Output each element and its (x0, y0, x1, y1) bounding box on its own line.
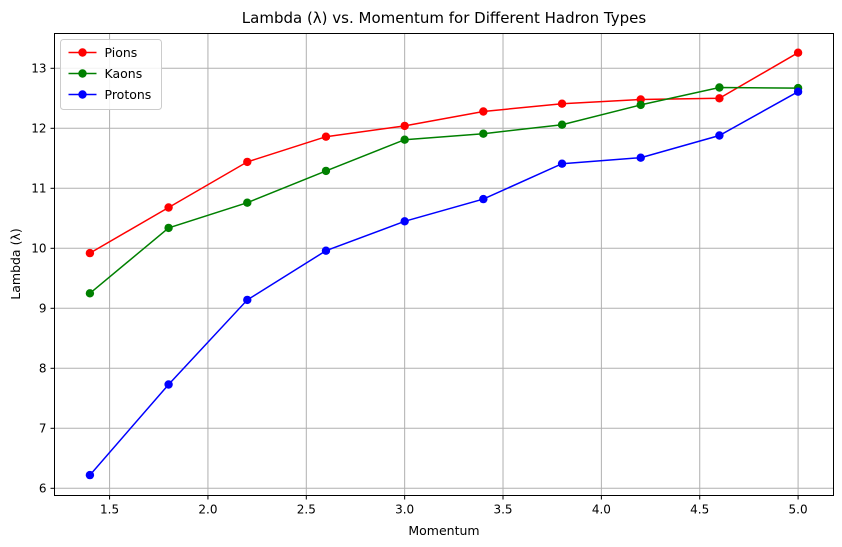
legend-marker-protons (78, 90, 87, 99)
data-point-protons (636, 153, 645, 162)
series-line-pions (89, 52, 799, 254)
grid (54, 33, 834, 496)
x-tick-label: 3.5 (493, 503, 512, 517)
legend-marker-kaons (78, 69, 87, 78)
series-layer (85, 48, 803, 480)
y-tick-label: 13 (31, 61, 46, 75)
data-point-protons (321, 246, 331, 255)
series-kaons (85, 83, 803, 298)
data-point-kaons (243, 198, 252, 207)
x-axis-label: Momentum (408, 523, 479, 538)
y-tick-label: 11 (31, 181, 46, 195)
legend-label-pions: Pions (105, 45, 138, 60)
data-point-kaons (636, 100, 645, 110)
legend: Pions Kaons Protons (60, 39, 162, 110)
legend-label-protons: Protons (105, 87, 152, 102)
series-line-protons (89, 91, 799, 476)
plot-frame (54, 33, 834, 496)
data-point-pions (321, 132, 331, 141)
y-tick-label: 9 (39, 301, 47, 315)
data-point-protons (715, 131, 724, 140)
data-point-pions (479, 107, 488, 116)
legend-entry-pions: Pions (68, 45, 138, 60)
x-tick-label: 1.5 (100, 503, 119, 517)
y-tick-label: 6 (39, 481, 47, 495)
legend-entry-kaons: Kaons (68, 66, 143, 81)
data-point-pions (557, 99, 567, 108)
y-tick-label: 10 (31, 241, 46, 255)
data-point-protons (85, 470, 95, 480)
y-axis-label: Lambda (λ) (8, 228, 23, 299)
data-point-kaons (321, 166, 331, 176)
data-point-pions (243, 157, 252, 167)
legend-marker-pions (78, 48, 87, 57)
data-point-kaons (479, 129, 488, 138)
x-tick-label: 2.0 (198, 503, 217, 517)
x-tick-label: 5.0 (789, 503, 808, 517)
data-point-protons (164, 380, 173, 389)
data-point-pions (715, 94, 724, 103)
axis-ticks: 1.5 2.0 2.5 3.0 3.5 4.0 4.5 5.0 6 7 8 9 10 11 12 13 (31, 61, 807, 516)
legend-label-kaons: Kaons (105, 66, 143, 81)
data-point-pions (793, 48, 803, 57)
y-tick-label: 12 (31, 121, 46, 135)
series-protons (85, 87, 803, 480)
data-point-protons (243, 295, 252, 305)
series-pions (85, 48, 803, 258)
x-tick-label: 2.5 (297, 503, 316, 517)
series-line-kaons (89, 86, 799, 294)
y-tick-label: 7 (39, 421, 47, 435)
data-point-kaons (557, 120, 567, 129)
x-tick-label: 4.5 (690, 503, 709, 517)
data-point-kaons (715, 83, 724, 92)
x-tick-label: 3.0 (395, 503, 414, 517)
data-point-pions (400, 121, 409, 131)
data-point-pions (85, 248, 95, 258)
x-tick-label: 4.0 (592, 503, 611, 517)
data-point-pions (164, 203, 173, 212)
data-point-kaons (164, 223, 173, 233)
data-point-kaons (85, 289, 95, 298)
data-point-kaons (400, 135, 409, 144)
chart-title: Lambda (λ) vs. Momentum for Different Ha… (242, 9, 647, 27)
data-point-protons (400, 217, 409, 226)
y-tick-label: 8 (39, 361, 47, 375)
data-point-protons (793, 87, 803, 96)
legend-entry-protons: Protons (68, 87, 152, 102)
data-point-protons (557, 159, 567, 168)
data-point-protons (479, 194, 488, 204)
